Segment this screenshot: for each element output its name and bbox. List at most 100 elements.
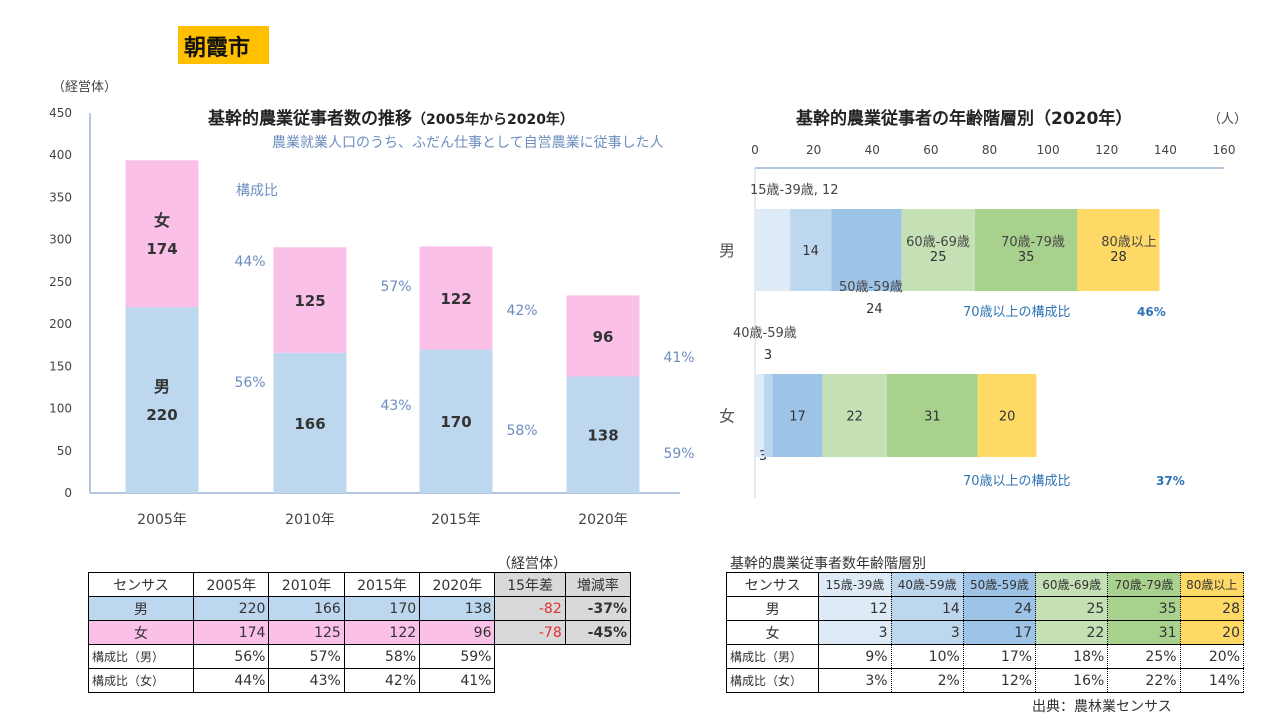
table-farmers-by-age: センサス 15歳-39歳 40歳-59歳 50歳-59歳 60歳-69歳 70歳-79歳 8…	[725, 572, 1245, 693]
bar-value-label: 174	[146, 240, 177, 258]
x-tick-label: 0	[751, 143, 759, 157]
header-row: センサス 2005年 2010年 2015年 2020年 15年差 増減率	[87, 572, 632, 597]
x-tick-label: 20	[806, 143, 821, 157]
bar-series-label: 男	[154, 377, 170, 396]
cell: 10%	[890, 644, 964, 669]
cell: 24	[962, 596, 1037, 621]
right-chart-unit: （人）	[1208, 112, 1248, 127]
cell: 20	[1179, 620, 1245, 645]
segment-value: 14	[802, 244, 819, 259]
cell: 17%	[962, 644, 1037, 669]
title-main: 基幹的農業従事者数の推移	[208, 109, 412, 129]
cell: 3	[818, 620, 892, 645]
table-farmers-by-sex: センサス 2005年 2010年 2015年 2020年 15年差 増減率男 220 166 17…	[87, 572, 632, 693]
left-chart-subtitle: 農業就業人口のうち、ふだん仕事として自営農業に従事した人	[272, 135, 664, 151]
cell: 14%	[1179, 668, 1245, 693]
cell: 44%	[193, 668, 270, 693]
ratio-male: 56%	[234, 375, 265, 391]
ratio-female: 42%	[506, 303, 537, 319]
table-row: 女 3 3 17 22 31 20	[725, 620, 1245, 645]
ratio-female: 44%	[234, 254, 265, 270]
ratio70-value: 46%	[1137, 305, 1166, 319]
y-tick-label: 400	[49, 148, 72, 162]
label-80plus: 80歳以上	[1101, 235, 1157, 250]
cell: -78	[494, 620, 566, 645]
bar-segment	[1077, 209, 1160, 291]
ratio-female: 57%	[380, 279, 411, 295]
bar-segment	[755, 374, 764, 457]
label-60-69: 60歳-69歳	[906, 235, 970, 250]
row-label: 構成比（女）	[725, 668, 820, 693]
segment-value: 17	[789, 410, 806, 425]
segment-value: 28	[1110, 250, 1127, 265]
cell: 59%	[419, 644, 496, 669]
ratio-label: 構成比	[236, 183, 278, 199]
table-row: 女 174 125 122 96 -78 -45%	[87, 620, 632, 645]
cell: 125	[268, 620, 345, 645]
y-category-label: 女	[719, 407, 735, 426]
label-50-59: 50歳-59歳	[839, 280, 903, 295]
cell: 20%	[1179, 644, 1245, 669]
header-cell: 50歳-59歳	[962, 572, 1037, 597]
x-tick-label: 2020年	[578, 512, 628, 528]
cell: -82	[494, 596, 566, 621]
cell: 14	[890, 596, 964, 621]
y-tick-label: 350	[49, 190, 72, 204]
header-cell: 80歳以上	[1179, 572, 1245, 597]
right-chart-title: 基幹的農業従事者の年齢階層別（2020年）	[796, 109, 1133, 129]
ratio-male: 59%	[663, 446, 694, 462]
x-tick-label: 80	[982, 143, 997, 157]
row-label: 構成比（男）	[725, 644, 820, 669]
y-tick-label: 0	[64, 486, 72, 500]
ratio-male: 43%	[380, 398, 411, 414]
header-cell: 2005年	[193, 572, 270, 597]
header-row: センサス 15歳-39歳 40歳-59歳 50歳-59歳 60歳-69歳 70歳-79歳 8…	[725, 572, 1245, 597]
cell: 43%	[268, 668, 345, 693]
segment-value: 24	[866, 302, 883, 317]
header-cell: 15歳-39歳	[818, 572, 892, 597]
bar-female	[125, 160, 199, 308]
y-tick-label: 100	[49, 402, 72, 416]
segment-value: 3	[764, 348, 772, 363]
segment-value: 3	[759, 449, 767, 464]
left-chart-title: 基幹的農業従事者数の推移（2005年から2020年）	[208, 104, 574, 129]
bar-value-label: 125	[294, 292, 325, 310]
header-cell: センサス	[725, 572, 820, 597]
x-tick-label: 2015年	[431, 512, 481, 528]
bar-segment	[886, 374, 978, 457]
bar-female	[419, 246, 493, 350]
cell: 41%	[419, 668, 496, 693]
bar-female	[566, 295, 640, 377]
cell: -37%	[564, 596, 632, 621]
right-chart: 0 20 40 60 80 100 120 140 160 男 14 24 25 35 28 女 3 3 17 22 3…	[719, 143, 1236, 498]
bar-segment	[790, 209, 832, 291]
label-70-79: 70歳-79歳	[1001, 235, 1065, 250]
cell: 12	[818, 596, 892, 621]
ratio-male: 58%	[506, 423, 537, 439]
y-tick-label: 50	[57, 444, 72, 458]
cell: 122	[343, 620, 421, 645]
header-cell: 15年差	[494, 572, 566, 597]
cell: 17	[962, 620, 1037, 645]
header-cell: 2015年	[343, 572, 421, 597]
cell: 174	[193, 620, 270, 645]
cell: 57%	[268, 644, 345, 669]
city-label: 朝霞市	[178, 26, 269, 64]
ratio-female: 41%	[663, 350, 694, 366]
x-tick-label: 120	[1095, 143, 1118, 157]
x-tick-label: 40	[865, 143, 880, 157]
x-tick-label: 160	[1213, 143, 1236, 157]
table1-unit: （経営体）	[497, 556, 567, 572]
ratio70-label: 70歳以上の構成比	[963, 474, 1071, 489]
bar-series-label: 女	[154, 211, 170, 230]
bar-segment	[901, 209, 975, 291]
cell: 42%	[343, 668, 421, 693]
bar-value-label: 166	[294, 415, 325, 433]
segment-value: 22	[846, 410, 863, 425]
header-cell: 2020年	[419, 572, 496, 597]
header-cell: 60歳-69歳	[1035, 572, 1109, 597]
cell: -45%	[564, 620, 632, 645]
row-label: 女	[87, 620, 195, 645]
table-row: 構成比（女） 44% 43% 42% 41%	[87, 668, 631, 693]
bar-segment	[977, 374, 1037, 457]
